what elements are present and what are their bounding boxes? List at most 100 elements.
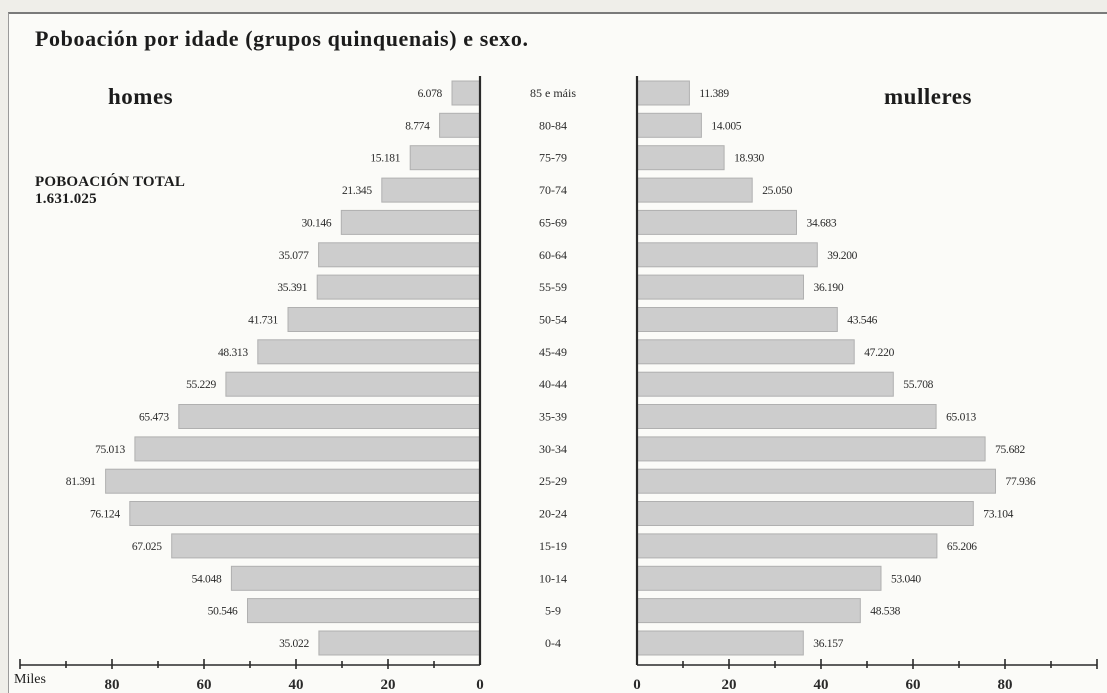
age-label-80-84: 80-84	[539, 118, 567, 132]
age-label-40-44: 40-44	[539, 377, 567, 391]
bar-homes-80-84	[439, 112, 481, 138]
bar-homes-65-69	[340, 209, 481, 235]
tick-label-right-60: 60	[906, 677, 921, 693]
value-label-mulleres-20-24: 73.104	[983, 509, 1013, 521]
age-label-25-29: 25-29	[539, 474, 567, 488]
value-label-mulleres-55-59: 36.190	[814, 282, 844, 294]
age-label-35-39: 35-39	[539, 410, 567, 424]
bar-mulleres-80-84	[636, 112, 702, 138]
bar-homes-35-39	[178, 404, 481, 429]
value-label-homes-50-54: 41.731	[248, 315, 278, 327]
value-label-homes-5-9: 50.546	[208, 606, 238, 618]
bar-mulleres-35-39	[636, 404, 937, 429]
tick-label-left-0: 0	[476, 677, 484, 693]
value-label-homes-15-19: 67.025	[132, 541, 162, 553]
chart-frame	[8, 12, 1107, 693]
bar-mulleres-70-74	[636, 177, 753, 203]
bar-homes-75-79	[409, 145, 481, 171]
age-label-30-34: 30-34	[539, 442, 567, 456]
value-label-mulleres-0-4: 36.157	[813, 638, 843, 650]
value-label-homes-75-79: 15.181	[370, 153, 400, 165]
value-label-homes-30-34: 75.013	[95, 444, 125, 456]
value-label-mulleres-10-14: 53.040	[891, 573, 921, 585]
series-label-mulleres: mulleres	[884, 84, 972, 109]
bars-group	[105, 80, 996, 656]
bar-homes-40-44	[225, 371, 481, 397]
age-label-85-e-mais: 85 e máis	[530, 86, 576, 100]
value-label-mulleres-45-49: 47.220	[864, 347, 894, 359]
series-label-homes: homes	[108, 84, 174, 109]
bar-mulleres-25-29	[636, 468, 996, 494]
value-label-homes-85-e-mais: 6.078	[418, 88, 443, 100]
bar-homes-70-74	[381, 177, 481, 203]
value-label-homes-35-39: 65.473	[139, 412, 169, 424]
age-label-65-69: 65-69	[539, 215, 567, 229]
tick-label-right-20: 20	[722, 677, 737, 693]
bar-homes-15-19	[171, 533, 481, 559]
value-label-homes-60-64: 35.077	[279, 250, 309, 262]
value-label-homes-40-44: 55.229	[186, 379, 216, 391]
bar-mulleres-10-14	[636, 565, 882, 591]
tick-label-left-40: 40	[289, 677, 304, 693]
bar-mulleres-50-54	[636, 307, 838, 332]
age-label-45-49: 45-49	[539, 345, 567, 359]
age-label-10-14: 10-14	[539, 571, 567, 585]
value-label-mulleres-85-e-mais: 11.389	[699, 88, 729, 100]
bar-mulleres-45-49	[636, 339, 855, 365]
tick-label-right-80: 80	[998, 677, 1013, 693]
value-label-mulleres-80-84: 14.005	[711, 120, 741, 132]
value-label-mulleres-65-69: 34.683	[807, 217, 837, 229]
age-label-55-59: 55-59	[539, 280, 567, 294]
chart-title: Poboación por idade (grupos quinquenais)…	[35, 26, 529, 51]
bar-homes-30-34	[134, 436, 481, 462]
value-label-mulleres-15-19: 65.206	[947, 541, 977, 553]
value-label-mulleres-75-79: 18.930	[734, 153, 764, 165]
bar-mulleres-65-69	[636, 209, 797, 235]
age-label-60-64: 60-64	[539, 248, 567, 262]
bar-homes-50-54	[287, 307, 481, 332]
age-label-50-54: 50-54	[539, 313, 567, 327]
bar-homes-85-e-mais	[451, 80, 481, 106]
tick-label-right-40: 40	[814, 677, 829, 693]
bar-mulleres-5-9	[636, 598, 861, 624]
bar-mulleres-0-4	[636, 630, 804, 656]
age-label-70-74: 70-74	[539, 183, 567, 197]
value-label-mulleres-5-9: 48.538	[870, 606, 900, 618]
bar-homes-20-24	[129, 501, 481, 526]
value-label-mulleres-50-54: 43.546	[847, 315, 877, 327]
value-label-homes-80-84: 8.774	[405, 120, 430, 132]
value-label-mulleres-25-29: 77.936	[1006, 476, 1036, 488]
age-group-labels: 85 e máis 80-84 75-79 70-74 65-69 60-64 55-59 5…	[530, 86, 576, 650]
value-label-mulleres-60-64: 39.200	[827, 250, 857, 262]
value-label-homes-10-14: 54.048	[192, 573, 222, 585]
value-label-mulleres-35-39: 65.013	[946, 412, 976, 424]
value-label-homes-70-74: 21.345	[342, 185, 372, 197]
age-label-20-24: 20-24	[539, 507, 567, 521]
bar-mulleres-75-79	[636, 145, 725, 171]
bar-homes-60-64	[318, 242, 481, 268]
bar-mulleres-55-59	[636, 274, 804, 300]
bar-mulleres-85-e-mais	[636, 80, 690, 106]
tick-label-left-60: 60	[197, 677, 212, 693]
age-label-15-19: 15-19	[539, 539, 567, 553]
value-label-homes-20-24: 76.124	[90, 509, 120, 521]
bar-mulleres-20-24	[636, 501, 974, 526]
bar-mulleres-30-34	[636, 436, 986, 462]
total-population: POBOACIÓN TOTAL 1.631.025	[35, 174, 185, 208]
bar-homes-10-14	[230, 565, 481, 591]
total-population-value: 1.631.025	[35, 191, 97, 207]
age-label-0-4: 0-4	[545, 636, 561, 650]
bar-homes-0-4	[318, 630, 481, 656]
bar-mulleres-40-44	[636, 371, 894, 397]
x-axis-unit-label: Miles	[14, 672, 46, 687]
bar-homes-25-29	[105, 468, 481, 494]
axes-group: 0 0 20 20 40 40 60 60 80 80	[19, 76, 1098, 693]
tick-label-right-0: 0	[633, 677, 641, 693]
value-label-homes-0-4: 35.022	[279, 638, 309, 650]
bar-homes-55-59	[316, 274, 481, 300]
value-label-homes-65-69: 30.146	[301, 217, 331, 229]
tick-label-left-20: 20	[381, 677, 396, 693]
value-label-mulleres-70-74: 25.050	[762, 185, 792, 197]
total-population-label: POBOACIÓN TOTAL	[35, 174, 186, 190]
